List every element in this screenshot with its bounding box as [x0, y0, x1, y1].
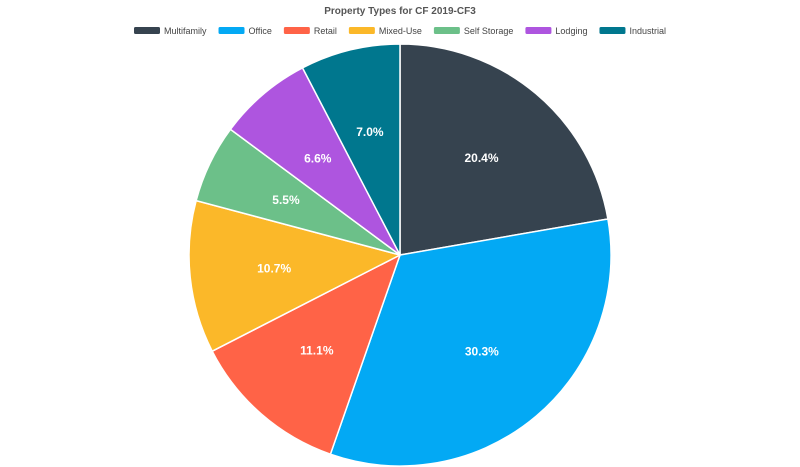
slice-label-office: 30.3%: [465, 345, 499, 359]
slice-label-lodging: 6.6%: [304, 152, 332, 166]
pie-slices: [188, 43, 612, 467]
legend-item-mixed-use[interactable]: Mixed-Use: [348, 26, 422, 36]
pie-slice-multifamily[interactable]: [399, 43, 609, 256]
legend-label-multifamily: Multifamily: [164, 26, 207, 36]
slice-label-multifamily: 20.4%: [465, 151, 499, 165]
slice-label-self-storage: 5.5%: [272, 193, 300, 207]
pie-slice-industrial[interactable]: [301, 43, 401, 256]
legend-swatch-industrial: [599, 27, 626, 34]
pie-slice-mixed-use[interactable]: [188, 199, 403, 353]
legend-swatch-office: [218, 27, 245, 34]
legend-label-office: Office: [249, 26, 272, 36]
legend: Multifamily Office Retail Mixed-Use Self Sto…: [134, 26, 666, 36]
slice-label-industrial: 7.0%: [356, 125, 384, 139]
slice-label-retail: 11.1%: [300, 343, 334, 357]
legend-swatch-multifamily: [134, 27, 160, 34]
legend-swatch-self-storage: [433, 27, 460, 34]
slice-labels: 20.4% 30.3% 11.1% 10.7% 5.5% 6.6% 7.0%: [257, 125, 499, 359]
pie-slice-retail[interactable]: [211, 253, 402, 456]
legend-item-office[interactable]: Office: [218, 26, 272, 36]
pie-slice-office[interactable]: [329, 218, 612, 467]
chart-title: Property Types for CF 2019-CF3: [324, 6, 476, 17]
legend-label-self-storage: Self Storage: [464, 26, 514, 36]
legend-label-retail: Retail: [314, 26, 337, 36]
legend-label-industrial: Industrial: [629, 26, 666, 36]
legend-item-industrial[interactable]: Industrial: [599, 26, 666, 36]
legend-item-retail[interactable]: Retail: [283, 26, 337, 36]
slice-label-mixed-use: 10.7%: [257, 261, 291, 275]
legend-item-lodging[interactable]: Lodging: [525, 26, 587, 36]
legend-swatch-retail: [283, 27, 310, 34]
legend-swatch-mixed-use: [348, 27, 375, 34]
legend-label-mixed-use: Mixed-Use: [379, 26, 422, 36]
legend-label-lodging: Lodging: [555, 26, 587, 36]
legend-swatch-lodging: [525, 27, 552, 34]
legend-item-self-storage[interactable]: Self Storage: [433, 26, 514, 36]
legend-item-multifamily[interactable]: Multifamily: [134, 26, 207, 36]
